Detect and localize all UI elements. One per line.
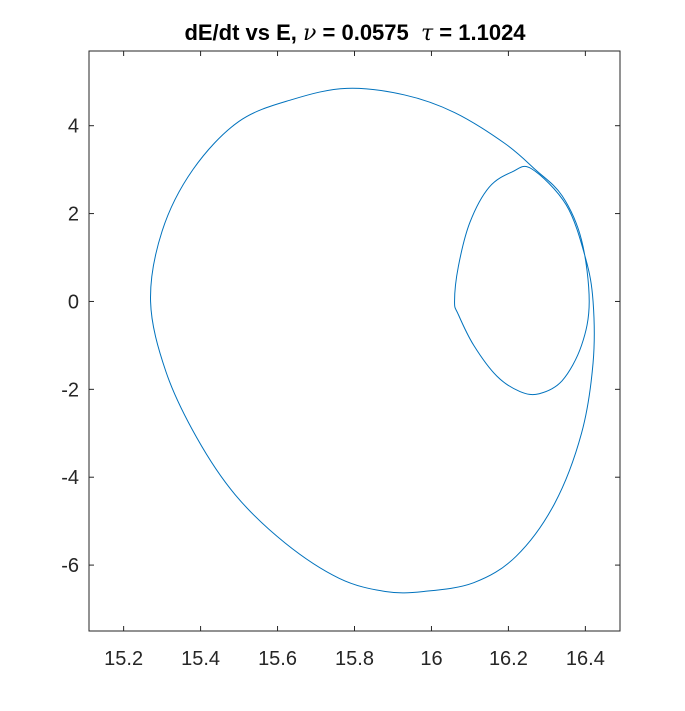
title-nu-symbol: ν bbox=[303, 21, 316, 46]
x-tick-label: 15.8 bbox=[335, 648, 374, 670]
x-tick-label: 16.2 bbox=[489, 648, 528, 670]
plot-area bbox=[88, 50, 621, 632]
title-nu-value: = 0.0575 bbox=[316, 20, 421, 45]
x-tick-label: 15.2 bbox=[104, 648, 143, 670]
y-tick-label: -4 bbox=[61, 467, 79, 489]
y-tick-label: 2 bbox=[68, 204, 79, 226]
title-prefix: dE/dt vs E, bbox=[184, 20, 303, 45]
y-tick-label: -2 bbox=[61, 379, 79, 401]
x-tick-label: 16 bbox=[420, 648, 442, 670]
series-line bbox=[150, 87, 595, 594]
x-tick-label: 16.4 bbox=[566, 648, 605, 670]
y-tick-label: -6 bbox=[61, 555, 79, 577]
y-axis-tick-labels: 4 2 0 -2 -4 -6 bbox=[61, 116, 79, 577]
series-group bbox=[150, 87, 595, 594]
chart-title: dE/dt vs E, ν = 0.0575 τ = 1.1024 bbox=[184, 20, 526, 46]
axis-ticks bbox=[89, 51, 620, 631]
x-axis-tick-labels: 15.2 15.4 15.6 15.8 16 16.2 16.4 bbox=[104, 648, 605, 670]
x-tick-label: 15.4 bbox=[181, 648, 220, 670]
y-tick-label: 0 bbox=[68, 291, 79, 313]
x-tick-label: 15.6 bbox=[258, 648, 297, 670]
y-tick-label: 4 bbox=[68, 116, 79, 138]
title-tau-value: = 1.1024 bbox=[433, 20, 526, 45]
axes-box bbox=[88, 50, 621, 632]
title-tau-symbol: τ bbox=[421, 21, 434, 46]
